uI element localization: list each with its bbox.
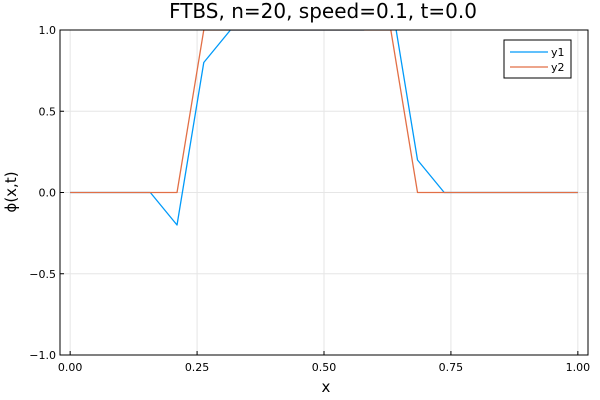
x-tick-label: 0.25: [185, 361, 210, 374]
ticks-layer: 0.00 0.25 0.50 0.75 1.00 −1.0 −0.5 0.0 0.5 1.0: [29, 24, 590, 374]
x-tick-label: 0.00: [58, 361, 83, 374]
y-axis-label: ϕ(x,t): [2, 171, 20, 212]
y-tick-label: 1.0: [39, 24, 57, 37]
y-tick-label: −0.5: [29, 268, 56, 281]
x-axis-label: x: [322, 378, 331, 396]
legend-box: [503, 39, 572, 79]
legend-label-y1: y1: [551, 46, 565, 59]
y-tick-label: 0.5: [39, 105, 57, 118]
series-line-y2: [70, 30, 578, 194]
x-tick-label: 1.00: [566, 361, 591, 374]
y-tick-label: 0.0: [39, 187, 57, 200]
y-tick-label: −1.0: [29, 349, 56, 362]
series-layer: [70, 30, 578, 226]
chart-title: FTBS, n=20, speed=0.1, t=0.0: [169, 0, 477, 23]
x-tick-label: 0.50: [312, 361, 337, 374]
x-tick-label: 0.75: [439, 361, 464, 374]
legend-label-y2: y2: [551, 61, 565, 74]
